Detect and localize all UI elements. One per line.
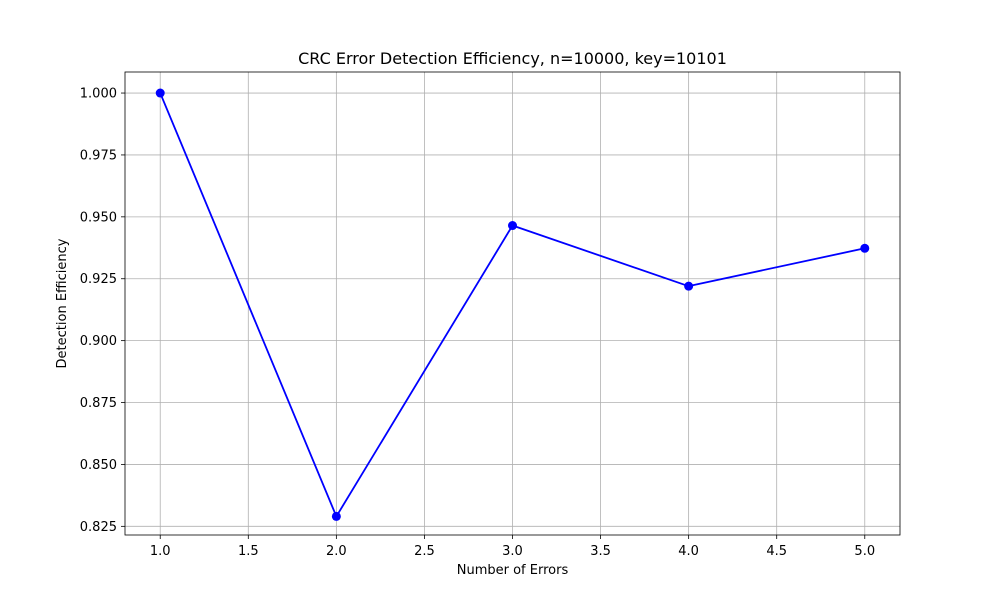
data-point (684, 281, 694, 291)
x-tick-label: 3.5 (590, 544, 611, 559)
x-tick-label: 2.0 (326, 544, 347, 559)
y-tick-label: 1.000 (80, 87, 117, 102)
y-tick-label: 0.950 (80, 210, 117, 225)
y-axis-label: Detection Efficiency (55, 238, 70, 368)
data-point (860, 243, 870, 253)
y-tick-label: 0.825 (80, 520, 117, 535)
data-point (508, 221, 517, 231)
x-axis-label: Number of Errors (457, 563, 569, 578)
axis-ticks: 1.0 1.5 2.0 2.5 3.0 3.5 4.0 4.5 5.0 0.825 0.850 0.8… (80, 87, 875, 559)
y-tick-label: 0.925 (80, 272, 117, 287)
x-tick-label: 4.5 (766, 544, 787, 559)
x-tick-label: 3.0 (502, 544, 523, 559)
plot-frame (124, 71, 901, 536)
x-tick-label: 1.0 (150, 544, 171, 559)
grid (125, 72, 900, 535)
y-tick-label: 0.900 (80, 334, 117, 349)
y-tick-label: 0.975 (80, 148, 117, 163)
chart-title: CRC Error Detection Efficiency, n=10000,… (298, 49, 727, 68)
data-point (155, 88, 165, 98)
x-tick-label: 2.5 (414, 544, 435, 559)
x-tick-label: 4.0 (678, 544, 699, 559)
y-tick-label: 0.850 (80, 458, 117, 473)
data-point (331, 511, 341, 521)
y-tick-label: 0.875 (80, 396, 117, 411)
x-tick-label: 5.0 (854, 544, 875, 559)
x-tick-label: 1.5 (238, 544, 259, 559)
data-series (155, 88, 870, 521)
